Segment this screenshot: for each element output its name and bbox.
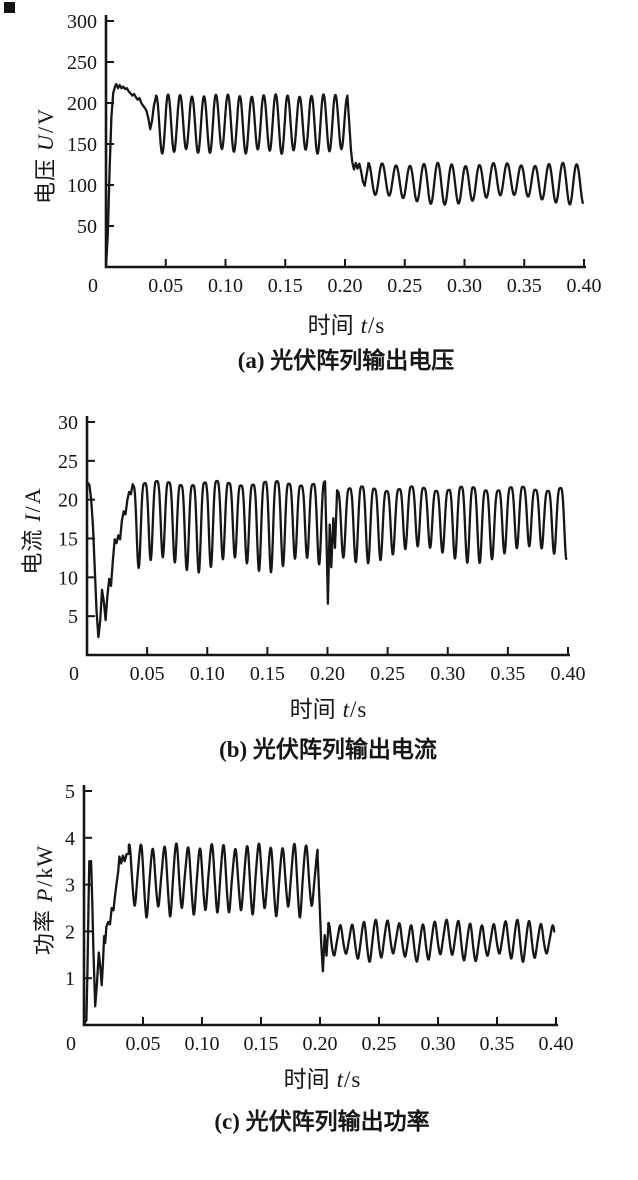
y-tick-label: 100	[67, 175, 97, 197]
y-tick-label: 5	[68, 606, 78, 628]
x-tick-label: 0.10	[190, 663, 225, 685]
y-title-slash: /	[20, 505, 45, 513]
x-tick-label: 0.40	[551, 663, 586, 685]
x-tick-label: 0.20	[303, 1033, 338, 1055]
x-tick-label: 0.25	[362, 1033, 397, 1055]
y-tick-label: 30	[58, 412, 78, 434]
y-tick-label: 150	[67, 134, 97, 156]
origin-tick-label: 0	[69, 663, 79, 685]
y-title-cjk: 电流	[20, 528, 45, 575]
y-axis-title-power: 功率 P/kW	[27, 845, 59, 955]
chart-pv-output-voltage: 0.05 0.10 0.15 0.20 0.25 0.30 0.35 0.40 50 100 150…	[0, 0, 638, 378]
caption-b: (b) 光伏阵列输出电流	[219, 737, 437, 762]
caption-c: (c) 光伏阵列输出功率	[214, 1109, 430, 1134]
origin-tick-label: 0	[88, 275, 98, 297]
x-title-cjk: 时间	[283, 1067, 330, 1092]
chart-pv-output-power: 0.05 0.10 0.15 0.20 0.25 0.30 0.35 0.40 1 2 3 4 5 0 功…	[0, 765, 638, 1180]
x-tick-label: 0.40	[539, 1033, 574, 1055]
x-tick-label: 0.05	[148, 275, 183, 297]
x-title-symbol: t	[342, 697, 350, 722]
current-plot: 0.05 0.10 0.15 0.20 0.25 0.30 0.35 0.40 5 10 15 20 2…	[58, 412, 586, 685]
scan-artifact-square	[4, 2, 15, 13]
x-tick-label: 0.30	[447, 275, 482, 297]
x-tick-label: 0.15	[268, 275, 303, 297]
y-title-unit: kW	[32, 844, 57, 879]
x-title-cjk: 时间	[289, 697, 336, 722]
y-title-slash: /	[33, 125, 58, 134]
x-axis-title-current: 时间 t/s	[128, 690, 528, 724]
y-tick-label: 4	[65, 828, 75, 850]
y-title-slash: /	[32, 879, 57, 887]
x-tick-label: 0.10	[208, 275, 243, 297]
x-title-symbol: t	[360, 313, 368, 338]
caption-a: (a) 光伏阵列输出电压	[237, 348, 455, 373]
y-axis-title-current: 电流 I/A	[15, 487, 47, 574]
y-tick-label: 5	[65, 781, 75, 803]
x-title-cjk: 时间	[307, 313, 354, 338]
x-title-slash: /	[350, 697, 357, 722]
y-title-unit: V	[33, 108, 58, 125]
x-title-slash: /	[368, 313, 375, 338]
y-tick-label: 3	[65, 875, 75, 897]
x-tick-label: 0.15	[244, 1033, 279, 1055]
y-title-symbol: U	[33, 134, 58, 151]
chart-pv-output-current: 0.05 0.10 0.15 0.20 0.25 0.30 0.35 0.40 5 10 15 20 2…	[0, 378, 638, 765]
y-title-symbol: P	[32, 887, 57, 903]
x-tick-label: 0.40	[567, 275, 602, 297]
waveform	[82, 842, 556, 1026]
y-axis-title-voltage: 电压 U/V	[28, 108, 60, 204]
x-tick-label: 0.05	[130, 663, 165, 685]
x-tick-label: 0.20	[328, 275, 363, 297]
x-axis-title-voltage: 时间 t/s	[146, 306, 546, 340]
x-title-symbol: t	[336, 1067, 344, 1092]
x-tick-label: 0.20	[310, 663, 345, 685]
power-plot: 0.05 0.10 0.15 0.20 0.25 0.30 0.35 0.40 1 2 3 4 5 0	[65, 781, 574, 1055]
y-tick-label: 10	[58, 567, 78, 589]
y-tick-label: 300	[67, 11, 97, 33]
x-tick-label: 0.35	[507, 275, 542, 297]
y-tick-label: 50	[77, 216, 97, 238]
x-tick-label: 0.15	[250, 663, 285, 685]
x-tick-label: 0.25	[370, 663, 405, 685]
y-tick-label: 200	[67, 93, 97, 115]
x-tick-label: 0.10	[185, 1033, 220, 1055]
x-title-unit: s	[357, 697, 367, 722]
voltage-plot: 0.05 0.10 0.15 0.20 0.25 0.30 0.35 0.40 50 100 150…	[67, 11, 602, 297]
waveform	[85, 479, 568, 639]
y-tick-label: 1	[65, 968, 75, 990]
y-title-cjk: 电压	[33, 157, 58, 204]
x-title-slash: /	[344, 1067, 351, 1092]
x-tick-label: 0.30	[421, 1033, 456, 1055]
y-title-cjk: 功率	[32, 909, 57, 956]
y-title-unit: A	[20, 487, 45, 505]
x-title-unit: s	[351, 1067, 361, 1092]
x-tick-label: 0.05	[126, 1033, 161, 1055]
y-tick-label: 15	[58, 529, 78, 551]
y-tick-label: 25	[58, 451, 78, 473]
y-title-symbol: I	[20, 513, 45, 522]
y-tick-label: 2	[65, 921, 75, 943]
x-axis-title-power: 时间 t/s	[122, 1060, 522, 1094]
x-title-unit: s	[375, 313, 385, 338]
x-tick-label: 0.35	[490, 663, 525, 685]
y-tick-label: 20	[58, 490, 78, 512]
x-tick-label: 0.30	[430, 663, 465, 685]
y-tick-label: 250	[67, 52, 97, 74]
x-tick-label: 0.35	[480, 1033, 515, 1055]
origin-tick-label: 0	[66, 1033, 76, 1055]
waveform	[104, 82, 584, 269]
x-tick-label: 0.25	[387, 275, 422, 297]
